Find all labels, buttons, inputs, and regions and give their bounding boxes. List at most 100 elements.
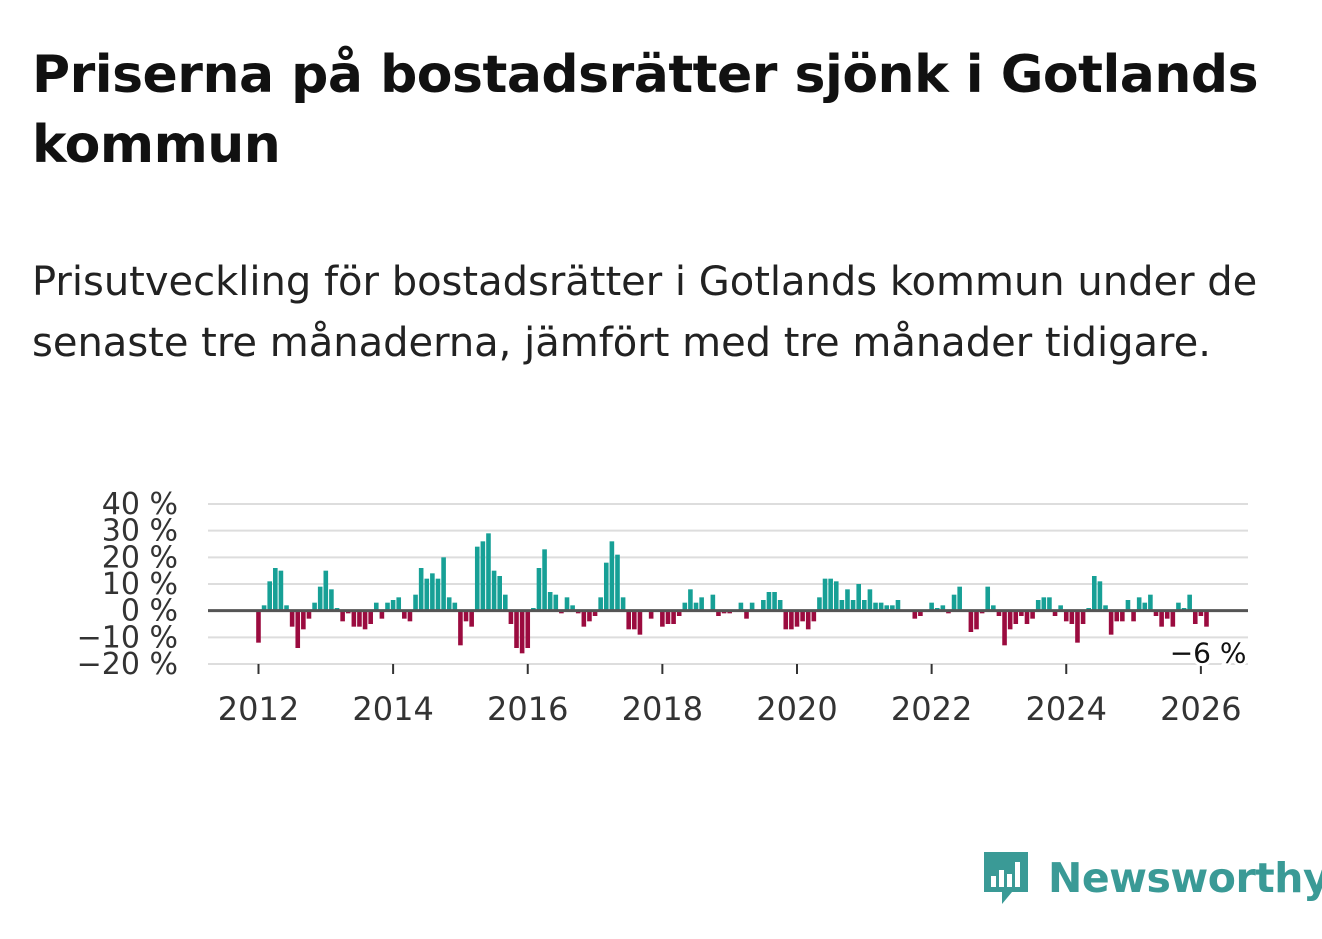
bar (1013, 610, 1019, 624)
bar (373, 602, 379, 611)
bar (811, 610, 817, 622)
bar (665, 610, 671, 624)
bar (1063, 610, 1069, 622)
bar (749, 602, 755, 611)
bar (508, 610, 514, 624)
brand-name: Newsworthy (1048, 854, 1322, 902)
y-tick-label: 20 % (102, 540, 178, 575)
bar (295, 610, 301, 648)
bar (1159, 610, 1164, 627)
bar (1142, 602, 1148, 611)
bar (413, 594, 418, 611)
bar (273, 568, 278, 611)
bar (1153, 610, 1159, 616)
y-tick-label: −10 % (77, 620, 178, 655)
bar (351, 610, 357, 627)
bar (884, 605, 890, 611)
bar (486, 533, 491, 611)
bar (738, 602, 744, 611)
x-tick-label: 2020 (756, 690, 837, 728)
bar (1136, 597, 1142, 611)
bar (570, 605, 575, 611)
bar (525, 610, 531, 648)
bar-chart-icon (984, 852, 1028, 904)
y-tick-label: 10 % (102, 567, 178, 602)
bar (418, 568, 424, 611)
bar (890, 605, 895, 611)
bar (542, 549, 547, 611)
bar (615, 554, 620, 611)
bar (598, 597, 603, 611)
bar (1120, 610, 1125, 622)
bar (317, 586, 323, 611)
bar (519, 610, 525, 654)
bar (850, 600, 856, 611)
bar (637, 610, 643, 635)
bar (676, 610, 682, 616)
bar (503, 594, 508, 611)
bar (581, 610, 587, 627)
bar (1103, 605, 1108, 611)
chart-subtitle: Prisutveckling för bostadsrätter i Gotla… (32, 259, 1258, 366)
bar (1007, 610, 1013, 630)
bar (385, 602, 390, 611)
bar (289, 610, 295, 627)
bar (1092, 576, 1097, 611)
bar (1125, 600, 1131, 611)
bar (794, 610, 800, 627)
bar (396, 597, 402, 611)
bar (267, 581, 273, 611)
bar (340, 610, 345, 622)
bar (564, 597, 570, 611)
x-tick-label: 2022 (891, 690, 972, 728)
grid-layer (208, 503, 1248, 665)
bar (357, 610, 362, 627)
bar (609, 541, 615, 611)
bar (761, 600, 766, 611)
axis-layer: −20 %−10 %0 %10 %20 %30 %40 % 2012 2014 201… (77, 487, 1250, 728)
bar (833, 581, 839, 611)
bar (402, 610, 407, 619)
x-tick-label: 2018 (622, 690, 703, 728)
bar (480, 541, 486, 611)
bar (929, 602, 934, 611)
bar (828, 578, 833, 611)
bar (368, 610, 373, 624)
bar (766, 592, 772, 611)
y-tick-label: 30 % (102, 514, 178, 549)
bar (856, 584, 862, 611)
brand-logo[interactable]: Newsworthy (980, 848, 1322, 908)
bar (783, 610, 789, 630)
bar (284, 605, 289, 611)
bar (491, 570, 497, 611)
bar (699, 597, 704, 611)
bar (1192, 610, 1198, 624)
x-tick-label: 2016 (487, 690, 568, 728)
bar-chart: −20 %−10 %0 %10 %20 %30 %40 % 2012 2014 201… (77, 487, 1250, 728)
bar (789, 610, 794, 630)
bar (1024, 610, 1030, 624)
bar (1052, 610, 1058, 616)
bar (592, 610, 598, 616)
bar (1035, 600, 1041, 611)
bar (744, 610, 749, 619)
bar (603, 562, 609, 611)
bar (1041, 597, 1047, 611)
bar (1204, 610, 1209, 627)
bar (261, 605, 267, 611)
bar (991, 605, 996, 611)
page-title: Priserna på bostadsrätter sjönk i Gotlan… (32, 45, 1259, 175)
x-tick-label: 2014 (352, 690, 433, 728)
bar (862, 600, 867, 611)
bar (536, 568, 542, 611)
bar (620, 597, 626, 611)
bar (974, 610, 979, 630)
bar (362, 610, 368, 630)
bar (648, 610, 654, 619)
bar (424, 578, 430, 611)
bar (985, 586, 991, 611)
bar (772, 592, 777, 611)
bar (446, 597, 452, 611)
bar (996, 610, 1002, 616)
bar (435, 578, 441, 611)
